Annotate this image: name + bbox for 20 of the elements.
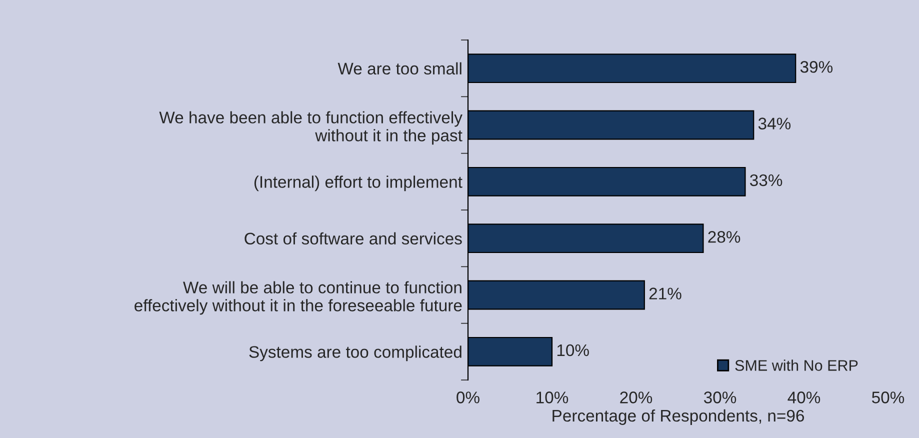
data-label: 39% (800, 61, 833, 73)
data-label: 34% (758, 118, 791, 130)
x-tick-label: 20% (620, 392, 652, 404)
y-tick-label: Cost of software and services (244, 232, 462, 245)
x-tick-label: 30% (704, 392, 736, 404)
y-tick-label: We will be able to continue to function effectively without it in the foreseeable future (134, 281, 462, 315)
data-label: 33% (750, 174, 782, 186)
data-label: 21% (649, 288, 682, 300)
y-tick-label: (Internal) effort to implement (254, 176, 462, 192)
data-label: 10% (557, 344, 589, 356)
x-tick-label: 0% (456, 392, 480, 404)
x-tick-label: 40% (788, 392, 820, 404)
x-tick-label: 10% (536, 392, 568, 404)
y-tick-label: Systems are too complicated (249, 346, 462, 362)
legend-label: SME with No ERP (735, 360, 858, 371)
y-tick-label: We are too small (338, 62, 462, 75)
y-tick-label: We have been able to function effectively without it in the past (159, 111, 462, 145)
x-tick-label: 50% (872, 392, 904, 404)
x-axis-title: Percentage of Respondents, n=96 (552, 409, 804, 425)
data-label: 28% (708, 231, 740, 243)
